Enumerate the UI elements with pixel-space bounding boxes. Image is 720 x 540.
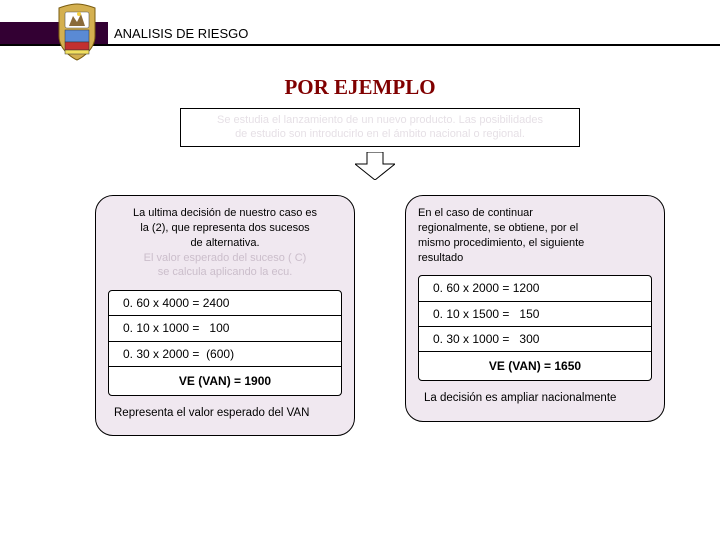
left-box-line: de alternativa.: [108, 236, 342, 251]
study-description-box: Se estudia el lanzamiento de un nuevo pr…: [180, 108, 580, 147]
right-footer-text: La decisión es ampliar nacionalmente: [418, 391, 652, 407]
left-box-line: la (2), que representa dos sucesos: [108, 221, 342, 236]
left-calc-table: 0. 60 x 4000 = 2400 0. 10 x 1000 = 100 0…: [108, 290, 342, 396]
right-rounded-box: En el caso de continuar regionalmente, s…: [405, 195, 665, 422]
study-line1: Se estudia el lanzamiento de un nuevo pr…: [217, 114, 543, 126]
right-box-line: resultado: [418, 251, 652, 266]
calc-row: 0. 30 x 1000 = 300: [419, 327, 651, 352]
header-underline: [0, 44, 720, 46]
left-column: La ultima decisión de nuestro caso es la…: [95, 195, 355, 436]
right-column: En el caso de continuar regionalmente, s…: [405, 195, 665, 422]
left-box-line: La ultima decisión de nuestro caso es: [108, 206, 342, 221]
left-rounded-box: La ultima decisión de nuestro caso es la…: [95, 195, 355, 436]
calc-ve: VE (VAN) = 1650: [419, 352, 651, 380]
right-box-line: regionalmente, se obtiene, por el: [418, 221, 652, 236]
calc-row: 0. 10 x 1500 = 150: [419, 302, 651, 327]
left-footer-text: Representa el valor esperado del VAN: [108, 406, 342, 422]
title-text: POR EJEMPLO: [284, 75, 435, 99]
right-box-line: En el caso de continuar: [418, 206, 652, 221]
down-arrow-icon: [355, 152, 395, 180]
calc-row: 0. 10 x 1000 = 100: [109, 316, 341, 341]
right-calc-table: 0. 60 x 2000 = 1200 0. 10 x 1500 = 150 0…: [418, 275, 652, 381]
right-box-line: mismo procedimiento, el siguiente: [418, 236, 652, 251]
study-line2: de estudio son introducirlo en el ámbito…: [235, 128, 525, 140]
header-title: ANALISIS DE RIESGO: [108, 26, 248, 41]
calc-ve: VE (VAN) = 1900: [109, 367, 341, 395]
calc-row: 0. 60 x 2000 = 1200: [419, 276, 651, 301]
calc-row: 0. 30 x 2000 = (600): [109, 342, 341, 367]
calc-row: 0. 60 x 4000 = 2400: [109, 291, 341, 316]
page-title: POR EJEMPLO: [0, 75, 720, 100]
left-box-line-faded: El valor esperado del suceso ( C): [108, 251, 342, 266]
shield-logo-icon: [55, 2, 99, 62]
header-bar: ANALISIS DE RIESGO: [0, 22, 720, 44]
left-box-line-faded: se calcula aplicando la ecu.: [108, 265, 342, 280]
